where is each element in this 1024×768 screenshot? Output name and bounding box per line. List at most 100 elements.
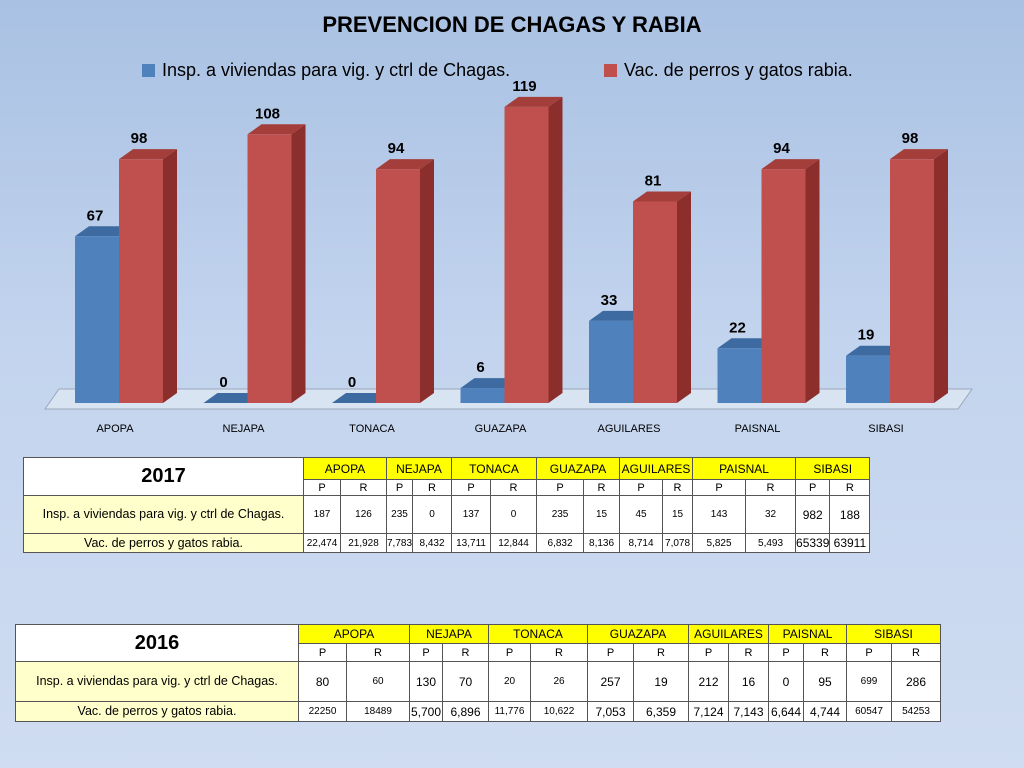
table-cell: 6,832: [536, 533, 585, 553]
bar-side: [163, 149, 177, 403]
region-header: NEJAPA: [385, 457, 453, 480]
bar-tonaca-chagas: [332, 393, 390, 403]
value-label-tonaca-rabia: 94: [388, 140, 405, 157]
table-cell: 0: [412, 495, 453, 534]
legend-item-chagas: Insp. a viviendas para vig. y ctrl de Ch…: [142, 60, 510, 81]
chart-bars: [75, 96, 948, 404]
pr-header-p: P: [409, 643, 443, 662]
pr-header-r: R: [346, 643, 410, 662]
category-label-aguilares: AGUILARES: [598, 423, 661, 435]
table-cell: 20: [488, 661, 531, 702]
pr-header-p: P: [298, 643, 347, 662]
bar-side: [291, 124, 306, 404]
pr-header-r: R: [891, 643, 941, 662]
table-row: Vac. de perros y gatos rabia. 22,474 21,92…: [23, 533, 871, 553]
value-label-nejapa-rabia: 108: [255, 105, 280, 122]
table-2016: 2016 APOPA NEJAPA TONACA GUAZAPA AGUILARES PAI…: [15, 624, 941, 722]
bar-side: [548, 96, 563, 403]
region-header: AGUILARES: [619, 457, 694, 480]
pr-header-r: R: [442, 643, 489, 662]
table-cell: 0: [490, 495, 538, 534]
table-cell: 212: [688, 661, 729, 702]
chart-category-labels: APOPA NEJAPA TONACA GUAZAPA AGUILARES PAISNAL…: [96, 423, 903, 435]
row-label: Insp. a viviendas para vig. y ctrl de Ch…: [15, 661, 299, 702]
bar-top: [247, 124, 306, 135]
value-label-paisnal-chagas: 22: [729, 319, 746, 336]
pr-header-p: P: [768, 643, 804, 662]
pr-header-p: P: [619, 479, 664, 496]
legend-label-chagas: Insp. a viviendas para vig. y ctrl de Ch…: [162, 60, 511, 80]
bar-front: [504, 106, 549, 403]
region-header: GUAZAPA: [536, 457, 621, 480]
table-cell: 6,896: [442, 701, 489, 722]
table-cell: 235: [385, 495, 414, 534]
bar-front: [589, 320, 633, 403]
value-label-aguilares-rabia: 81: [645, 172, 662, 189]
bar-front: [761, 169, 806, 403]
pr-header-p: P: [795, 479, 831, 496]
pr-header-p: P: [587, 643, 634, 662]
value-label-paisnal-rabia: 94: [773, 140, 790, 157]
table-cell: 95: [803, 661, 847, 702]
table-cell: 63911: [829, 533, 871, 553]
table-cell: 22,474: [303, 533, 341, 553]
bar-front: [376, 169, 420, 403]
category-label-tonaca: TONACA: [349, 423, 395, 435]
pr-header-p: P: [692, 479, 747, 496]
table-cell: 8,136: [583, 533, 621, 553]
region-header: TONACA: [488, 624, 588, 644]
region-header: SIBASI: [846, 624, 941, 644]
value-label-apopa-rabia: 98: [131, 130, 148, 147]
table-cell: 32: [745, 495, 797, 534]
chart-title: PREVENCION DE CHAGAS Y RABIA: [322, 12, 702, 37]
category-label-sibasi: SIBASI: [868, 423, 903, 435]
table-header-row: 2017 APOPA NEJAPA TONACA GUAZAPA AGUILARES PAI…: [23, 457, 871, 496]
bar-top: [460, 378, 519, 389]
bar-front: [119, 159, 163, 403]
region-header: NEJAPA: [409, 624, 489, 644]
region-header: PAISNAL: [692, 457, 797, 480]
region-header: APOPA: [303, 457, 387, 480]
pr-header-r: R: [583, 479, 621, 496]
table-cell: 5,700: [409, 701, 443, 722]
data-table: 2016 APOPA NEJAPA TONACA GUAZAPA AGUILARES PAI…: [15, 624, 941, 722]
legend-item-rabia: Vac. de perros y gatos rabia.: [604, 60, 853, 81]
table-cell: 235: [536, 495, 585, 534]
table-cell: 60547: [846, 701, 892, 722]
bar-guazapa-rabia: [504, 96, 563, 403]
bar-aguilares-rabia: [633, 191, 691, 403]
table-cell: 7,053: [587, 701, 634, 722]
pr-header-r: R: [340, 479, 387, 496]
table-row: Vac. de perros y gatos rabia. 22250 18489 5…: [15, 701, 941, 722]
legend-swatch-rabia: [604, 64, 617, 77]
category-label-nejapa: NEJAPA: [223, 423, 266, 435]
region-header: PAISNAL: [768, 624, 847, 644]
table-cell: 257: [587, 661, 634, 702]
bar-sibasi-rabia: [890, 149, 948, 403]
bar-top: [846, 345, 904, 356]
bar-top: [119, 149, 177, 160]
table-cell: 7,143: [728, 701, 769, 722]
bar-side: [934, 149, 948, 403]
table-cell: 0: [768, 661, 804, 702]
table-cell: 130: [409, 661, 443, 702]
table-cell: 4,744: [803, 701, 847, 722]
table-cell: 45: [619, 495, 664, 534]
bar-top: [75, 226, 133, 237]
table-cell: 16: [728, 661, 769, 702]
table-year: 2016: [15, 624, 299, 662]
pr-header-p: P: [385, 479, 414, 496]
pr-header-p: P: [688, 643, 729, 662]
bar-top: [376, 159, 434, 170]
pr-header-r: R: [662, 479, 694, 496]
pr-header-r: R: [745, 479, 797, 496]
bar-side: [677, 191, 691, 403]
row-label: Insp. a viviendas para vig. y ctrl de Ch…: [23, 495, 304, 534]
bar-front: [460, 388, 505, 403]
table-cell: 7,078: [662, 533, 694, 553]
table-cell: 8,432: [412, 533, 453, 553]
pr-header-r: R: [728, 643, 769, 662]
table-cell: 12,844: [490, 533, 538, 553]
table-cell: 7,124: [688, 701, 729, 722]
legend-label-rabia: Vac. de perros y gatos rabia.: [624, 60, 853, 80]
